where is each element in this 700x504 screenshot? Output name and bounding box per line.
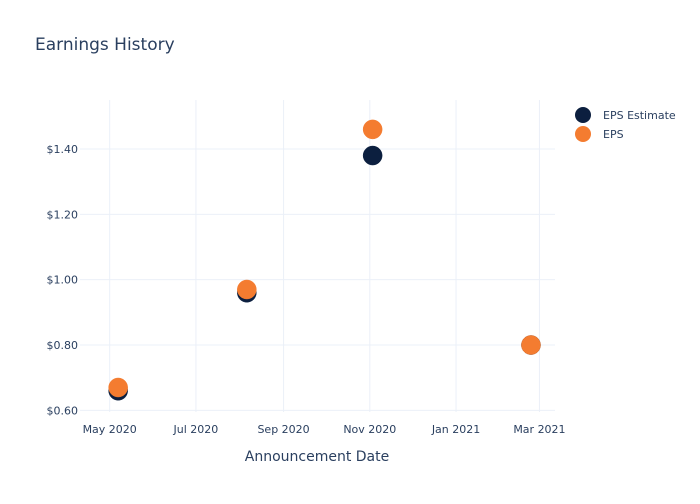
x-tick-label: Jan 2021 bbox=[431, 423, 480, 436]
legend-marker bbox=[575, 126, 591, 142]
y-tick-label: $1.00 bbox=[47, 274, 79, 287]
data-point-eps[interactable] bbox=[237, 279, 257, 300]
data-point-eps[interactable] bbox=[362, 119, 383, 140]
legend[interactable]: EPS Estimate EPS bbox=[575, 107, 676, 142]
y-axis: $0.60 $0.80 $1.00 $1.20 $1.40 bbox=[47, 143, 79, 417]
data-points bbox=[108, 119, 541, 401]
x-axis-title: Announcement Date bbox=[245, 449, 389, 465]
legend-marker bbox=[575, 107, 591, 123]
y-tick-label: $1.20 bbox=[47, 208, 79, 221]
x-tick-label: Mar 2021 bbox=[513, 423, 565, 436]
y-tick-label: $1.40 bbox=[47, 143, 79, 156]
y-tick-label: $0.60 bbox=[47, 404, 79, 417]
x-tick-label: May 2020 bbox=[83, 423, 137, 436]
data-point-eps[interactable] bbox=[521, 335, 541, 355]
x-tick-label: Sep 2020 bbox=[257, 423, 309, 436]
legend-label: EPS bbox=[603, 128, 624, 141]
legend-item[interactable]: EPS Estimate bbox=[575, 107, 676, 123]
legend-label: EPS Estimate bbox=[603, 109, 676, 122]
x-tick-label: Jul 2020 bbox=[173, 423, 219, 436]
x-tick-label: Nov 2020 bbox=[343, 423, 396, 436]
chart-title: Earnings History bbox=[35, 35, 175, 55]
data-point-eps-estimate[interactable] bbox=[362, 145, 383, 166]
legend-item[interactable]: EPS bbox=[575, 126, 624, 142]
y-tick-label: $0.80 bbox=[47, 339, 79, 352]
x-axis: May 2020 Jul 2020 Sep 2020 Nov 2020 Jan 2021… bbox=[83, 423, 566, 436]
data-point-eps[interactable] bbox=[108, 377, 128, 398]
grid-lines bbox=[80, 100, 555, 412]
